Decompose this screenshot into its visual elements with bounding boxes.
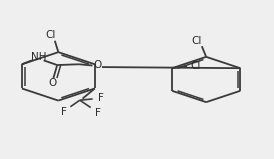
Text: Cl: Cl xyxy=(192,36,202,46)
Text: Cl: Cl xyxy=(45,30,55,40)
Text: F: F xyxy=(95,107,100,118)
Text: NH: NH xyxy=(31,52,46,62)
Text: Cl: Cl xyxy=(190,61,200,71)
Text: O: O xyxy=(94,60,102,70)
Text: F: F xyxy=(61,107,67,117)
Text: F: F xyxy=(98,93,104,103)
Text: O: O xyxy=(48,78,57,88)
